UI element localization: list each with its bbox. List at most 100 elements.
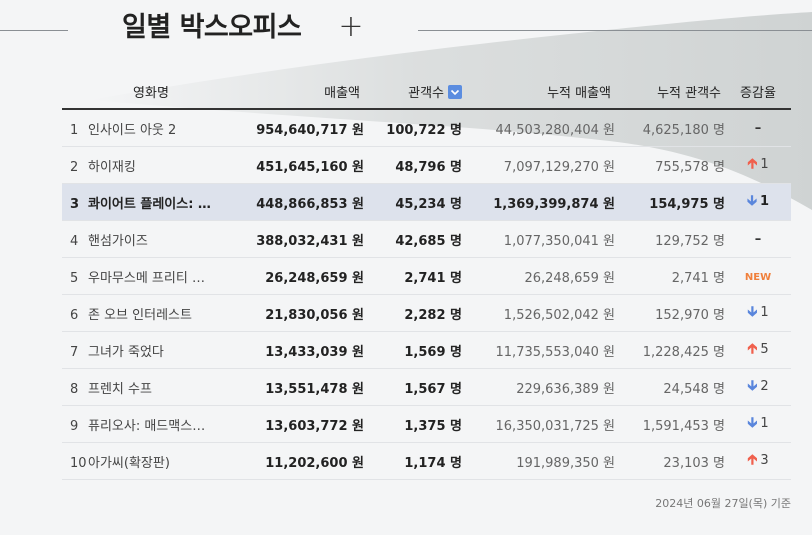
rank-number: 10 <box>70 455 87 471</box>
table-row[interactable]: 6 존 오브 인터레스트 21,830,056 원 2,282 명 1,526,502,… <box>62 294 791 332</box>
movie-cell[interactable]: 10아가씨(확장판) <box>62 442 240 480</box>
audience-cell: 2,741 명 <box>364 257 464 295</box>
audience-cell: 1,569 명 <box>364 331 464 369</box>
movie-cell[interactable]: 4 핸섬가이즈 <box>62 220 240 258</box>
audience-cell: 100,722 명 <box>364 109 464 147</box>
movie-cell[interactable]: 9 퓨리오사: 매드맥스… <box>62 405 240 443</box>
movie-title-link[interactable]: 우마무스메 프리티 … <box>88 270 205 286</box>
movie-cell[interactable]: 7 그녀가 죽었다 <box>62 331 240 369</box>
new-badge: NEW <box>744 271 772 283</box>
change-cell: NEW <box>725 257 791 295</box>
audience-cell: 1,375 명 <box>364 405 464 443</box>
sales-cell: 13,551,478 원 <box>240 368 364 406</box>
col-header-audience[interactable]: 관객수 <box>364 74 464 110</box>
change-value: 1 <box>760 194 770 209</box>
col-header-sales[interactable]: 매출액 <box>240 74 364 110</box>
rank-number: 3 <box>70 196 80 212</box>
box-office-table: 영화명 매출액 관객수 누적 매출액 누적 관객수 증감율 1 인사이드 아웃 2… <box>62 74 791 480</box>
sales-cell: 11,202,600 원 <box>240 442 364 480</box>
sort-down-icon[interactable] <box>448 85 462 99</box>
acc-sales-cell: 26,248,659 원 <box>464 257 615 295</box>
movie-cell[interactable]: 6 존 오브 인터레스트 <box>62 294 240 332</box>
movie-title-link[interactable]: 존 오브 인터레스트 <box>88 307 192 323</box>
movie-title-link[interactable]: 하이재킹 <box>88 159 136 175</box>
movie-title-link[interactable]: 핸섬가이즈 <box>88 233 148 249</box>
acc-audience-cell: 129,752 명 <box>615 220 725 258</box>
acc-sales-cell: 16,350,031,725 원 <box>464 405 615 443</box>
col-header-change: 증감율 <box>725 74 791 110</box>
reference-date: 2024년 06월 27일(목) 기준 <box>655 497 791 510</box>
rank-number: 8 <box>70 381 79 397</box>
arrow-down-icon: 🡳 <box>747 378 758 394</box>
sales-cell: 13,433,039 원 <box>240 331 364 369</box>
table-row[interactable]: 10아가씨(확장판) 11,202,600 원 1,174 명 191,989,350… <box>62 442 791 480</box>
movie-title-link[interactable]: 그녀가 죽었다 <box>88 344 164 360</box>
table-header-row: 영화명 매출액 관객수 누적 매출액 누적 관객수 증감율 <box>62 74 791 110</box>
acc-audience-cell: 23,103 명 <box>615 442 725 480</box>
rank-number: 6 <box>70 307 79 323</box>
table-row[interactable]: 2 하이재킹 451,645,160 원 48,796 명 7,097,129,270 … <box>62 146 791 184</box>
change-value: 3 <box>760 453 769 468</box>
movie-title-link[interactable]: 인사이드 아웃 2 <box>88 122 177 138</box>
change-cell: 🡱 5 <box>725 331 791 369</box>
rank-number: 4 <box>70 233 79 249</box>
change-cell: – <box>725 109 791 147</box>
change-value: 5 <box>760 342 769 357</box>
sales-cell: 954,640,717 원 <box>240 109 364 147</box>
change-cell: – <box>725 220 791 258</box>
change-cell: 🡱 1 <box>725 146 791 184</box>
acc-audience-cell: 152,970 명 <box>615 294 725 332</box>
page-title: 일별 박스오피스 <box>122 12 302 43</box>
table-row[interactable]: 5 우마무스메 프리티 … 26,248,659 원 2,741 명 26,248,65… <box>62 257 791 295</box>
rank-number: 9 <box>70 418 79 434</box>
audience-cell: 42,685 명 <box>364 220 464 258</box>
movie-cell[interactable]: 1 인사이드 아웃 2 <box>62 109 240 147</box>
acc-sales-cell: 191,989,350 원 <box>464 442 615 480</box>
acc-sales-cell: 44,503,280,404 원 <box>464 109 615 147</box>
arrow-down-icon: 🡳 <box>747 304 758 320</box>
acc-sales-cell: 1,077,350,041 원 <box>464 220 615 258</box>
arrow-down-icon: 🡳 <box>747 415 758 431</box>
acc-sales-cell: 1,526,502,042 원 <box>464 294 615 332</box>
movie-title-link[interactable]: 아가씨(확장판) <box>88 455 170 471</box>
table-row[interactable]: 3 콰이어트 플레이스: … 448,866,853 원 45,234 명 1,369,… <box>62 183 791 221</box>
acc-audience-cell: 154,975 명 <box>615 183 725 221</box>
col-header-acc-sales[interactable]: 누적 매출액 <box>464 74 615 110</box>
table-row[interactable]: 9 퓨리오사: 매드맥스… 13,603,772 원 1,375 명 16,350,03… <box>62 405 791 443</box>
change-value: 1 <box>760 416 769 431</box>
table-row[interactable]: 4 핸섬가이즈 388,032,431 원 42,685 명 1,077,350,041… <box>62 220 791 258</box>
col-header-movie: 영화명 <box>62 74 240 110</box>
rank-number: 5 <box>70 270 79 286</box>
acc-audience-cell: 4,625,180 명 <box>615 109 725 147</box>
movie-title-link[interactable]: 퓨리오사: 매드맥스… <box>88 418 206 434</box>
no-change-icon: – <box>754 120 762 136</box>
change-cell: 🡳 1 <box>725 405 791 443</box>
movie-cell[interactable]: 5 우마무스메 프리티 … <box>62 257 240 295</box>
sales-cell: 26,248,659 원 <box>240 257 364 295</box>
change-cell: 🡳 1 <box>725 183 791 221</box>
acc-sales-cell: 1,369,399,874 원 <box>464 183 615 221</box>
movie-title-link[interactable]: 프렌치 수프 <box>88 381 152 397</box>
add-button[interactable]: + <box>338 9 364 44</box>
arrow-up-icon: 🡱 <box>747 156 758 172</box>
movie-cell[interactable]: 2 하이재킹 <box>62 146 240 184</box>
movie-title-link[interactable]: 콰이어트 플레이스: … <box>88 196 211 212</box>
acc-sales-cell: 229,636,389 원 <box>464 368 615 406</box>
audience-cell: 2,282 명 <box>364 294 464 332</box>
table-row[interactable]: 1 인사이드 아웃 2 954,640,717 원 100,722 명 44,503,2… <box>62 109 791 147</box>
acc-audience-cell: 24,548 명 <box>615 368 725 406</box>
arrow-up-icon: 🡱 <box>747 341 758 357</box>
acc-sales-cell: 7,097,129,270 원 <box>464 146 615 184</box>
change-cell: 🡳 2 <box>725 368 791 406</box>
sales-cell: 13,603,772 원 <box>240 405 364 443</box>
movie-cell[interactable]: 3 콰이어트 플레이스: … <box>62 183 240 221</box>
table-row[interactable]: 7 그녀가 죽었다 13,433,039 원 1,569 명 11,735,553,04… <box>62 331 791 369</box>
title-divider-right <box>418 30 812 31</box>
change-cell: 🡳 1 <box>725 294 791 332</box>
movie-cell[interactable]: 8 프렌치 수프 <box>62 368 240 406</box>
change-cell: 🡱 3 <box>725 442 791 480</box>
col-header-acc-audience[interactable]: 누적 관객수 <box>615 74 725 110</box>
sales-cell: 21,830,056 원 <box>240 294 364 332</box>
acc-audience-cell: 1,591,453 명 <box>615 405 725 443</box>
